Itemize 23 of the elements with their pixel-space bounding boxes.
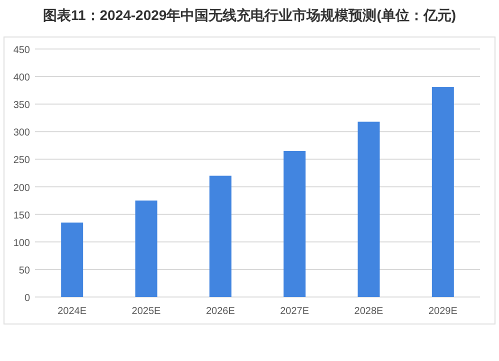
x-tick-label: 2027E	[280, 306, 310, 317]
bar	[135, 200, 158, 297]
x-tick-label: 2024E	[58, 306, 87, 317]
y-tick-label: 300	[13, 128, 30, 139]
x-tick-label: 2028E	[354, 306, 384, 317]
y-tick-label: 100	[13, 238, 30, 249]
bar	[209, 176, 232, 297]
bar	[432, 87, 454, 297]
y-tick-label: 50	[18, 265, 30, 276]
x-tick-label: 2029E	[428, 306, 458, 317]
x-tick-label: 2026E	[206, 306, 236, 317]
y-tick-label: 350	[13, 100, 30, 112]
y-tick-label: 200	[13, 182, 30, 194]
bar	[61, 222, 84, 297]
y-tick-label: 450	[13, 45, 30, 56]
y-tick-label: 400	[13, 72, 30, 84]
y-tick-label: 250	[13, 155, 30, 166]
x-tick-label: 2025E	[132, 306, 162, 317]
bar	[284, 150, 306, 297]
y-tick-label: 0	[24, 293, 30, 304]
bar	[358, 122, 380, 297]
chart-title: 图表11：2024-2029年中国无线充电行业市场规模预测(单位：亿元)	[42, 7, 456, 23]
y-tick-label: 150	[13, 210, 30, 222]
